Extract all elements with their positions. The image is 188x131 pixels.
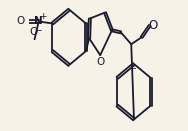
Text: F: F (131, 66, 137, 75)
Text: O: O (96, 57, 104, 67)
Text: O: O (17, 17, 25, 26)
Text: −: − (34, 25, 42, 34)
Text: N: N (34, 17, 43, 26)
Text: O: O (30, 26, 38, 37)
Text: O: O (149, 19, 158, 32)
Text: +: + (39, 12, 47, 21)
